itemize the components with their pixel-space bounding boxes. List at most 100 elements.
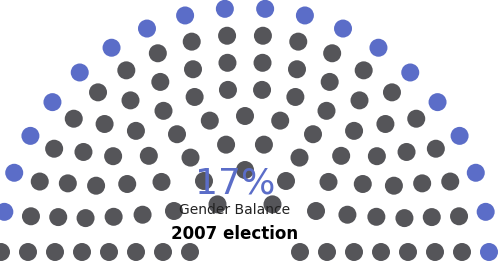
Circle shape (277, 172, 295, 190)
Circle shape (96, 115, 114, 133)
Circle shape (253, 81, 271, 99)
Circle shape (154, 243, 172, 261)
Circle shape (323, 44, 341, 62)
Circle shape (290, 33, 308, 51)
Circle shape (218, 27, 236, 45)
Circle shape (345, 122, 363, 140)
Circle shape (182, 149, 200, 167)
Circle shape (127, 243, 145, 261)
Circle shape (256, 0, 274, 18)
Circle shape (216, 0, 234, 18)
Circle shape (318, 243, 336, 261)
Circle shape (450, 127, 468, 145)
Circle shape (236, 161, 254, 179)
Circle shape (370, 39, 388, 57)
Circle shape (219, 81, 237, 99)
Circle shape (450, 207, 468, 225)
Circle shape (181, 243, 199, 261)
Circle shape (102, 39, 120, 57)
Circle shape (428, 93, 446, 111)
Circle shape (182, 33, 200, 51)
Circle shape (338, 206, 356, 224)
Circle shape (89, 83, 107, 101)
Circle shape (480, 243, 498, 261)
Circle shape (134, 206, 152, 224)
Circle shape (345, 243, 363, 261)
Circle shape (236, 107, 254, 125)
Circle shape (44, 93, 62, 111)
Circle shape (46, 243, 64, 261)
Circle shape (138, 20, 156, 37)
Circle shape (0, 203, 14, 221)
Circle shape (254, 54, 272, 72)
Circle shape (87, 177, 105, 195)
Circle shape (149, 44, 167, 62)
Circle shape (441, 173, 459, 190)
Circle shape (255, 136, 273, 154)
Circle shape (286, 88, 304, 106)
Circle shape (22, 127, 40, 145)
Circle shape (354, 61, 372, 79)
Circle shape (195, 172, 213, 190)
Circle shape (0, 243, 10, 261)
Circle shape (104, 208, 122, 226)
Circle shape (152, 173, 170, 191)
Circle shape (291, 243, 309, 261)
Circle shape (368, 147, 386, 165)
Circle shape (383, 83, 401, 101)
Circle shape (176, 7, 194, 24)
Circle shape (332, 147, 350, 165)
Circle shape (168, 125, 186, 143)
Circle shape (372, 243, 390, 261)
Circle shape (152, 73, 170, 91)
Circle shape (118, 175, 136, 193)
Circle shape (350, 91, 368, 109)
Circle shape (320, 73, 338, 91)
Circle shape (320, 173, 338, 191)
Circle shape (208, 195, 226, 213)
Circle shape (427, 140, 445, 158)
Circle shape (140, 147, 158, 165)
Circle shape (426, 243, 444, 261)
Circle shape (399, 243, 417, 261)
Circle shape (296, 7, 314, 24)
Circle shape (201, 112, 219, 130)
Circle shape (49, 208, 67, 226)
Circle shape (45, 140, 63, 158)
Circle shape (334, 20, 352, 37)
Circle shape (264, 195, 281, 213)
Circle shape (368, 208, 386, 226)
Circle shape (184, 60, 202, 78)
Circle shape (271, 112, 289, 130)
Circle shape (413, 174, 431, 192)
Text: 17%: 17% (195, 167, 275, 201)
Circle shape (76, 209, 94, 227)
Circle shape (423, 208, 441, 226)
Circle shape (154, 102, 172, 120)
Circle shape (70, 63, 88, 81)
Circle shape (122, 91, 140, 109)
Circle shape (318, 102, 336, 120)
Circle shape (376, 115, 394, 133)
Circle shape (290, 149, 308, 167)
Circle shape (396, 209, 413, 227)
Circle shape (398, 143, 415, 161)
Circle shape (74, 143, 92, 161)
Circle shape (100, 243, 118, 261)
Circle shape (304, 125, 322, 143)
Circle shape (5, 164, 23, 182)
Circle shape (218, 54, 236, 72)
Circle shape (104, 147, 122, 165)
Circle shape (31, 173, 49, 190)
Circle shape (288, 60, 306, 78)
Circle shape (467, 164, 485, 182)
Circle shape (65, 110, 83, 128)
Circle shape (22, 207, 40, 225)
Circle shape (165, 202, 183, 220)
Circle shape (254, 27, 272, 45)
Circle shape (307, 202, 325, 220)
Circle shape (453, 243, 471, 261)
Circle shape (402, 63, 419, 81)
Circle shape (73, 243, 91, 261)
Circle shape (59, 174, 77, 192)
